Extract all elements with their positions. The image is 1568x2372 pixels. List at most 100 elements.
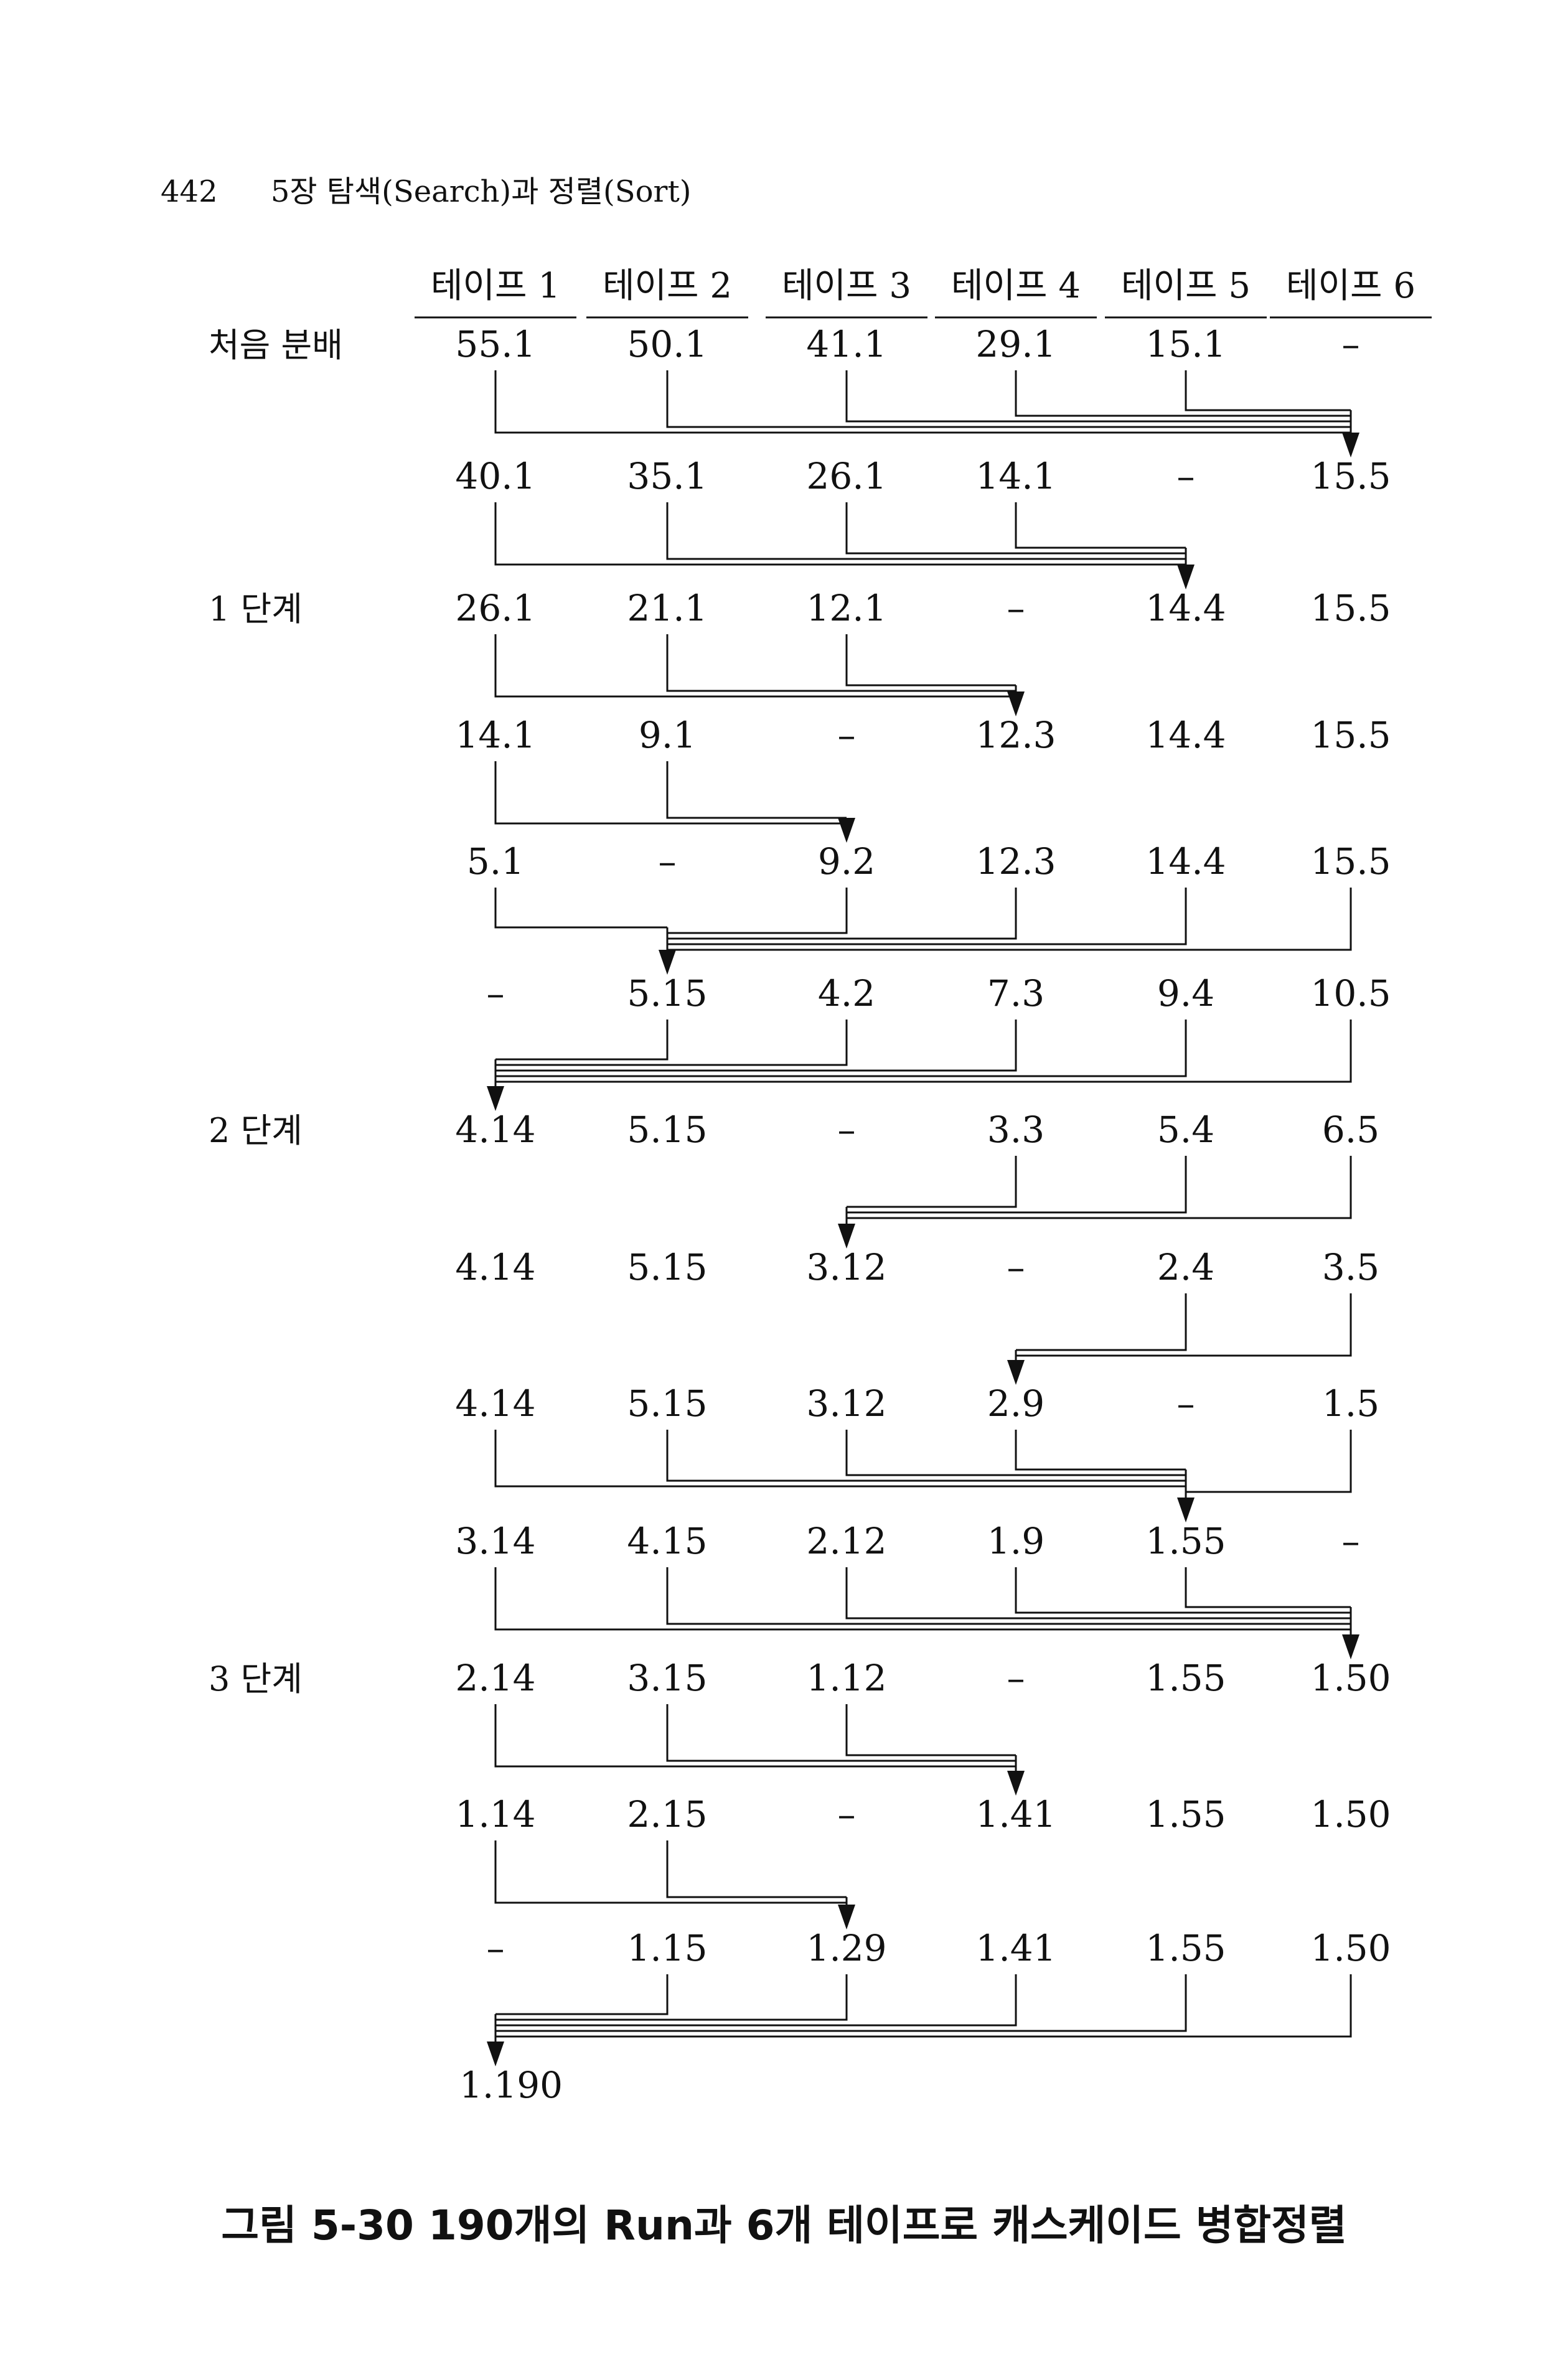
merge-line: [845, 1430, 1186, 1476]
run-value: 14.4: [1145, 587, 1226, 629]
run-value: 5.15: [627, 1109, 707, 1151]
final-run-value: 1.190: [459, 2064, 563, 2106]
run-value: 40.1: [455, 455, 535, 497]
run-value: 9.2: [818, 840, 875, 883]
run-value: 21.1: [627, 587, 707, 629]
run-value: –: [838, 714, 856, 756]
run-value: 9.1: [639, 714, 696, 756]
run-value: –: [1342, 1520, 1360, 1562]
tape-header-5: 테이프 5: [1121, 266, 1251, 306]
run-value: 12.1: [806, 587, 886, 629]
run-value: 14.4: [1145, 840, 1226, 883]
run-value: 3.15: [627, 1657, 707, 1699]
phase-label: 처음 분배: [209, 326, 343, 365]
run-value: 12.3: [975, 840, 1056, 883]
run-value: 4.14: [455, 1246, 535, 1288]
merge-line: [847, 1156, 1352, 1219]
merge-line: [495, 1974, 1017, 2027]
merge-line: [1016, 1293, 1187, 1351]
merge-arrowhead: [838, 1224, 855, 1249]
tape-header-1: 테이프 1: [431, 266, 560, 306]
merge-line: [494, 1430, 1186, 1488]
run-value: 2.4: [1157, 1246, 1214, 1288]
run-value: 1.41: [975, 1927, 1056, 1969]
run-value: 2.9: [987, 1382, 1045, 1425]
merge-line: [495, 1020, 1352, 1083]
merge-line: [1016, 1293, 1352, 1357]
run-value: 1.50: [1310, 1657, 1391, 1699]
run-value: 1.50: [1310, 1927, 1391, 1969]
run-value: 29.1: [975, 323, 1056, 365]
run-value: 5.1: [467, 840, 524, 883]
run-value: 5.4: [1157, 1109, 1214, 1151]
merge-line: [666, 1704, 1016, 1762]
merge-line: [847, 1156, 1187, 1214]
merge-line: [495, 1020, 848, 1066]
merge-line: [494, 1567, 1351, 1631]
merge-arrowhead: [659, 950, 676, 975]
merge-line: [667, 888, 1187, 945]
merge-line: [845, 502, 1186, 555]
run-value: 1.15: [627, 1927, 707, 1969]
merge-arrowhead: [1007, 1360, 1025, 1385]
merge-line: [1185, 1567, 1351, 1608]
run-value: 3.14: [455, 1520, 535, 1562]
run-value: 15.1: [1145, 323, 1226, 365]
run-value: 4.2: [818, 972, 875, 1015]
merge-line: [1015, 1567, 1351, 1614]
run-value: 3.12: [806, 1246, 886, 1288]
run-value: 2.14: [455, 1657, 535, 1699]
merge-arrowhead: [487, 2042, 504, 2066]
run-value: 7.3: [987, 972, 1045, 1015]
run-value: –: [1007, 587, 1025, 629]
run-value: 1.5: [1322, 1382, 1379, 1425]
run-value: –: [1177, 1382, 1195, 1425]
run-value: 5.15: [627, 972, 707, 1015]
run-value: 55.1: [455, 323, 535, 365]
run-value: 1.55: [1145, 1657, 1226, 1699]
run-value: –: [1007, 1246, 1025, 1288]
merge-line: [666, 1430, 1186, 1482]
merge-arrowhead: [1007, 691, 1025, 716]
run-value: 3.3: [987, 1109, 1045, 1151]
run-value: 10.5: [1310, 972, 1391, 1015]
run-value: 1.55: [1145, 1927, 1226, 1969]
merge-line: [667, 888, 1352, 951]
run-value: 1.55: [1145, 1520, 1226, 1562]
run-value: –: [659, 840, 677, 883]
run-value: 12.3: [975, 714, 1056, 756]
run-value: –: [1007, 1657, 1025, 1699]
merge-line: [666, 502, 1186, 560]
run-value: 15.5: [1310, 587, 1391, 629]
merge-line: [666, 1567, 1351, 1625]
run-value: 14.4: [1145, 714, 1226, 756]
merge-line: [1015, 1430, 1186, 1471]
run-value: 6.5: [1322, 1109, 1379, 1151]
merge-line: [845, 1704, 1016, 1756]
run-value: 1.14: [455, 1793, 535, 1835]
merge-line: [1015, 502, 1186, 549]
merge-arrowhead: [1177, 1498, 1195, 1522]
run-value: 5.15: [627, 1382, 707, 1425]
merge-arrowhead: [1342, 433, 1359, 457]
merge-line: [494, 634, 1016, 698]
run-value: 50.1: [627, 323, 707, 365]
run-value: –: [1177, 455, 1195, 497]
run-value: 26.1: [806, 455, 886, 497]
merge-line: [666, 761, 847, 819]
tape-header-6: 테이프 6: [1286, 266, 1415, 306]
run-value: 1.29: [806, 1927, 886, 1969]
merge-line: [666, 634, 1016, 692]
merge-line: [1185, 370, 1351, 411]
run-value: –: [487, 1927, 505, 1969]
merge-line: [1015, 370, 1351, 417]
merge-line: [1186, 1430, 1352, 1493]
run-value: 9.4: [1157, 972, 1214, 1015]
merge-line: [495, 1974, 1187, 2032]
merge-line: [494, 370, 1351, 434]
merge-line: [495, 1020, 669, 1061]
merge-line: [845, 634, 1016, 687]
merge-arrowhead: [838, 818, 855, 843]
run-value: 35.1: [627, 455, 707, 497]
